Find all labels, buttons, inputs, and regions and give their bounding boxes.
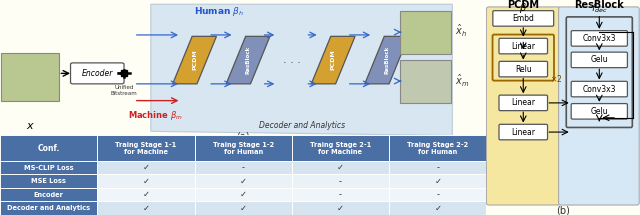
Text: ResBlock: ResBlock xyxy=(384,46,389,74)
Text: PCDM: PCDM xyxy=(192,50,197,71)
Text: PCDM: PCDM xyxy=(508,0,540,10)
Bar xyxy=(389,174,486,188)
Text: Machine $\beta_m$: Machine $\beta_m$ xyxy=(128,109,183,123)
Text: Human $\beta_h$: Human $\beta_h$ xyxy=(194,5,244,18)
Bar xyxy=(389,135,486,161)
Bar xyxy=(292,161,389,174)
Text: ✓: ✓ xyxy=(240,177,246,186)
Text: $\hat{x}_h$: $\hat{x}_h$ xyxy=(455,23,467,39)
Polygon shape xyxy=(151,4,452,136)
Text: ✓: ✓ xyxy=(435,177,441,186)
FancyBboxPatch shape xyxy=(499,61,548,77)
FancyBboxPatch shape xyxy=(1,52,60,101)
Text: ResBlock: ResBlock xyxy=(246,46,251,74)
Text: Conv3x3: Conv3x3 xyxy=(582,34,616,43)
Polygon shape xyxy=(311,36,355,84)
Text: (a): (a) xyxy=(236,132,250,142)
Text: ✓: ✓ xyxy=(240,190,246,199)
Bar xyxy=(97,174,195,188)
Text: ✓: ✓ xyxy=(143,204,149,213)
Polygon shape xyxy=(365,36,408,84)
Bar xyxy=(97,161,195,174)
Text: PCDM: PCDM xyxy=(331,50,336,71)
Text: Embd: Embd xyxy=(513,14,534,23)
Text: Conv3x3: Conv3x3 xyxy=(582,84,616,94)
Text: ✓: ✓ xyxy=(240,204,246,213)
FancyBboxPatch shape xyxy=(571,52,627,68)
FancyBboxPatch shape xyxy=(486,7,560,205)
Bar xyxy=(195,201,292,215)
FancyBboxPatch shape xyxy=(499,95,548,111)
Bar xyxy=(389,201,486,215)
Text: Gelu: Gelu xyxy=(591,55,608,64)
Text: ResBlock: ResBlock xyxy=(575,0,624,10)
Bar xyxy=(97,135,195,161)
Bar xyxy=(97,188,195,201)
Text: ✓: ✓ xyxy=(435,204,441,213)
FancyBboxPatch shape xyxy=(571,31,627,46)
Text: ✓: ✓ xyxy=(337,163,344,172)
Text: $\times 2$: $\times 2$ xyxy=(550,73,563,84)
Bar xyxy=(0,188,97,201)
Text: -: - xyxy=(242,163,244,172)
Text: Traing Stage 2-1
for Machine: Traing Stage 2-1 for Machine xyxy=(310,142,371,155)
Text: $x$: $x$ xyxy=(26,121,35,131)
Text: (b): (b) xyxy=(556,205,570,215)
Text: MS-CLIP Loss: MS-CLIP Loss xyxy=(24,165,74,171)
Text: Traing Stage 1-1
for Machine: Traing Stage 1-1 for Machine xyxy=(115,142,177,155)
Text: ✓: ✓ xyxy=(143,190,149,199)
FancyBboxPatch shape xyxy=(559,7,639,205)
Text: Encoder: Encoder xyxy=(34,192,63,198)
Bar xyxy=(195,174,292,188)
FancyBboxPatch shape xyxy=(400,60,451,103)
Text: $\hat{x}_m$: $\hat{x}_m$ xyxy=(455,72,469,89)
FancyBboxPatch shape xyxy=(499,124,548,140)
Bar xyxy=(389,188,486,201)
Text: ✓: ✓ xyxy=(143,163,149,172)
Text: ✓: ✓ xyxy=(143,177,149,186)
Bar xyxy=(195,188,292,201)
Text: MSE Loss: MSE Loss xyxy=(31,178,66,184)
Bar xyxy=(292,174,389,188)
Text: Decoder and Analytics: Decoder and Analytics xyxy=(259,121,344,130)
FancyBboxPatch shape xyxy=(571,81,627,97)
Text: $\beta$: $\beta$ xyxy=(519,2,527,15)
FancyBboxPatch shape xyxy=(499,38,548,54)
FancyBboxPatch shape xyxy=(571,104,627,119)
Text: Traing Stage 2-2
for Human: Traing Stage 2-2 for Human xyxy=(407,142,468,155)
Polygon shape xyxy=(226,36,270,84)
Text: $f_{dec}$: $f_{dec}$ xyxy=(591,2,607,15)
Bar xyxy=(195,161,292,174)
Text: Linear: Linear xyxy=(511,98,535,108)
Text: Unified
Bitstream: Unified Bitstream xyxy=(111,85,138,96)
Text: -: - xyxy=(436,163,439,172)
Bar xyxy=(292,135,389,161)
Bar xyxy=(0,201,97,215)
Text: . . .: . . . xyxy=(283,55,301,65)
Text: -: - xyxy=(436,190,439,199)
Polygon shape xyxy=(173,36,216,84)
Bar xyxy=(0,161,97,174)
Bar xyxy=(195,135,292,161)
Text: -: - xyxy=(339,190,342,199)
FancyBboxPatch shape xyxy=(493,11,554,26)
Bar xyxy=(292,188,389,201)
FancyBboxPatch shape xyxy=(400,11,451,54)
Text: Linear: Linear xyxy=(511,127,535,137)
Text: Encoder: Encoder xyxy=(81,69,113,78)
Text: Traing Stage 1-2
for Human: Traing Stage 1-2 for Human xyxy=(212,142,274,155)
Bar xyxy=(0,174,97,188)
Bar xyxy=(292,201,389,215)
Text: ✓: ✓ xyxy=(337,204,344,213)
Text: Relu: Relu xyxy=(515,64,532,74)
Text: -: - xyxy=(339,177,342,186)
FancyBboxPatch shape xyxy=(70,63,124,84)
Bar xyxy=(389,161,486,174)
Text: Conf.: Conf. xyxy=(38,144,60,153)
Text: Decoder and Analytics: Decoder and Analytics xyxy=(7,205,90,211)
Bar xyxy=(0,135,97,161)
Text: Linear: Linear xyxy=(511,41,535,51)
Bar xyxy=(97,201,195,215)
Text: Gelu: Gelu xyxy=(591,107,608,116)
